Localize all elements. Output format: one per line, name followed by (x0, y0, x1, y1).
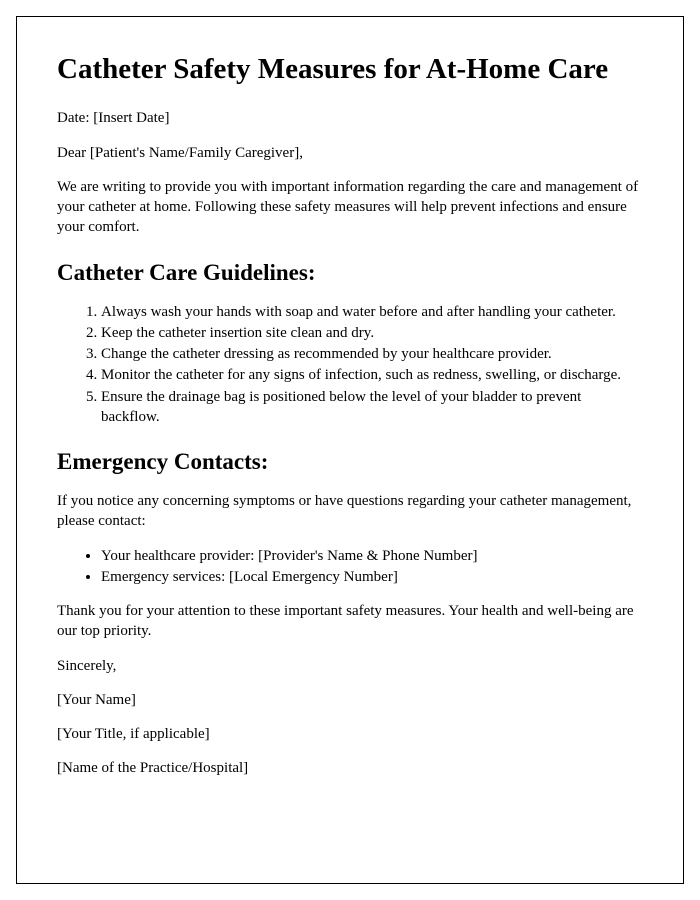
list-item: Emergency services: [Local Emergency Num… (101, 567, 643, 587)
signature-org: [Name of the Practice/Hospital] (57, 758, 643, 778)
list-item: Change the catheter dressing as recommen… (101, 344, 643, 364)
list-item: Your healthcare provider: [Provider's Na… (101, 546, 643, 566)
list-item: Always wash your hands with soap and wat… (101, 302, 643, 322)
intro-paragraph: We are writing to provide you with impor… (57, 177, 643, 238)
document-page: Catheter Safety Measures for At-Home Car… (16, 16, 684, 884)
list-item: Keep the catheter insertion site clean a… (101, 323, 643, 343)
emergency-heading: Emergency Contacts: (57, 449, 643, 475)
page-title: Catheter Safety Measures for At-Home Car… (57, 53, 643, 86)
signoff-line: Sincerely, (57, 656, 643, 676)
date-line: Date: [Insert Date] (57, 108, 643, 128)
emergency-intro: If you notice any concerning symptoms or… (57, 491, 643, 532)
signature-name: [Your Name] (57, 690, 643, 710)
contacts-list: Your healthcare provider: [Provider's Na… (57, 546, 643, 588)
thanks-paragraph: Thank you for your attention to these im… (57, 601, 643, 642)
guidelines-list: Always wash your hands with soap and wat… (57, 302, 643, 428)
signature-title: [Your Title, if applicable] (57, 724, 643, 744)
guidelines-heading: Catheter Care Guidelines: (57, 260, 643, 286)
list-item: Monitor the catheter for any signs of in… (101, 365, 643, 385)
greeting-line: Dear [Patient's Name/Family Caregiver], (57, 143, 643, 163)
list-item: Ensure the drainage bag is positioned be… (101, 387, 643, 428)
